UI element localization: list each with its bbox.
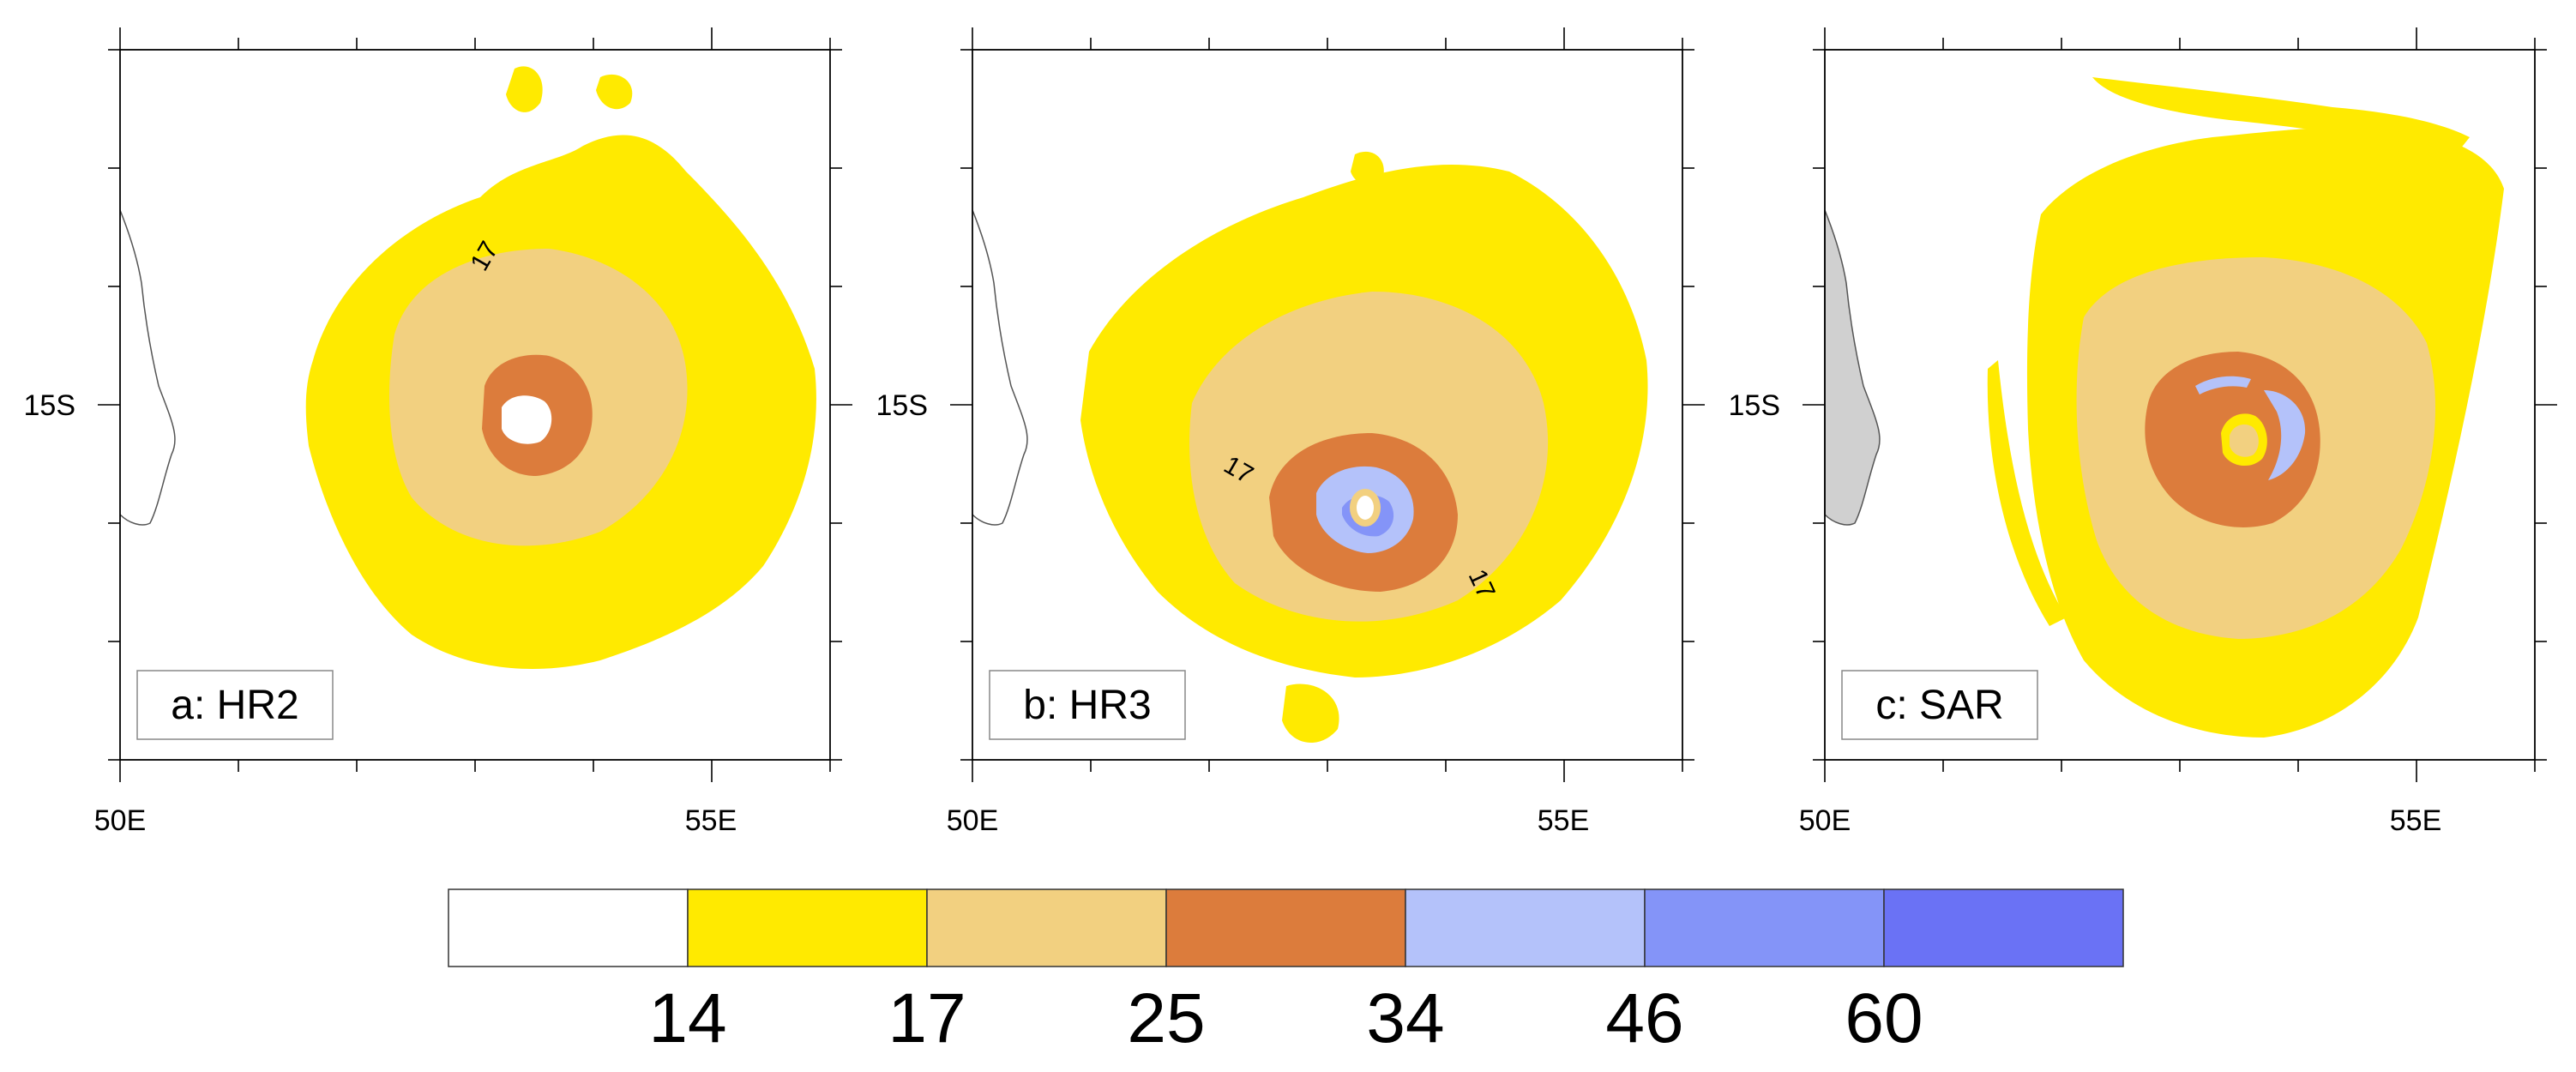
panel-b-label: b: HR3 — [1023, 683, 1151, 728]
panel-a-lat-label-15s: 15S — [24, 389, 76, 422]
panel-b-lon-label-50e: 50E — [947, 804, 999, 837]
panel-b-lat-label-15s: 15S — [876, 389, 929, 422]
panel-b-ticks — [950, 27, 1705, 782]
colorbar-box-6 — [1883, 888, 2124, 967]
colorbar-label-46: 46 — [1605, 979, 1683, 1057]
panel-c-band-14-17-swath — [2092, 77, 2470, 159]
colorbar-box-2 — [926, 888, 1167, 967]
panel-a-hr2: 50E 55E 15S 17 a: HR2 — [24, 27, 852, 837]
colorbar-box-5 — [1644, 888, 1885, 967]
panel-c-sar: 50E 55E 15S c: SAR — [1729, 27, 2557, 837]
colorbar-label-60: 60 — [1845, 979, 1923, 1057]
colorbar-box-3 — [1165, 888, 1406, 967]
panel-b-band-14-17-blob — [1351, 151, 1384, 186]
panel-a-eye — [502, 395, 552, 444]
panel-c-ticks — [1803, 27, 2557, 782]
colorbar-box-4 — [1405, 888, 1646, 967]
panel-b-hr3: 50E 55E 15S 17 17 b: HR3 — [876, 27, 1705, 837]
panel-a-lon-label-55e: 55E — [685, 804, 737, 837]
panel-b-coastline — [972, 209, 1028, 526]
panel-a-ticks — [98, 27, 852, 782]
panel-c-lat-label-15s: 15S — [1729, 389, 1781, 422]
panel-a-coastline — [119, 209, 176, 526]
panel-b-eye — [1357, 496, 1374, 520]
panel-c-lon-label-55e: 55E — [2390, 804, 2442, 837]
panel-c-land — [1824, 209, 1881, 526]
panel-c-wind-field — [1987, 77, 2504, 738]
panel-b-wind-field — [1080, 151, 1648, 744]
panel-b-label-box — [989, 670, 1186, 740]
colorbar-label-17: 17 — [888, 979, 966, 1057]
panel-a-label-box — [136, 670, 334, 740]
panel-b-band-14-17-blob — [1282, 684, 1339, 744]
panel-c-eye — [2230, 425, 2259, 457]
panel-a-wind-field — [305, 66, 816, 669]
panel-c-band-34-46 — [2264, 390, 2306, 480]
panel-c-lon-label-50e: 50E — [1799, 804, 1851, 837]
panel-c-label: c: SAR — [1875, 683, 2003, 728]
colorbar-box-0 — [448, 888, 689, 967]
colorbar-box-1 — [687, 888, 928, 967]
panel-c-label-box — [1841, 670, 2038, 740]
panel-b-lon-label-55e: 55E — [1538, 804, 1590, 837]
panel-c-band-14-17-arm — [1987, 360, 2067, 626]
colorbar-label-14: 14 — [648, 979, 726, 1057]
panel-a-label: a: HR2 — [171, 683, 298, 728]
colorbar-label-34: 34 — [1366, 979, 1444, 1057]
panel-c-band-34-46-arc — [2195, 376, 2251, 394]
panel-a-band-14-17-blob — [596, 74, 633, 110]
colorbar: 14 17 25 34 46 60 — [448, 888, 2124, 1057]
colorbar-label-25: 25 — [1127, 979, 1205, 1057]
panel-a-band-14-17-blob — [506, 66, 543, 112]
panel-a-lon-label-50e: 50E — [94, 804, 147, 837]
